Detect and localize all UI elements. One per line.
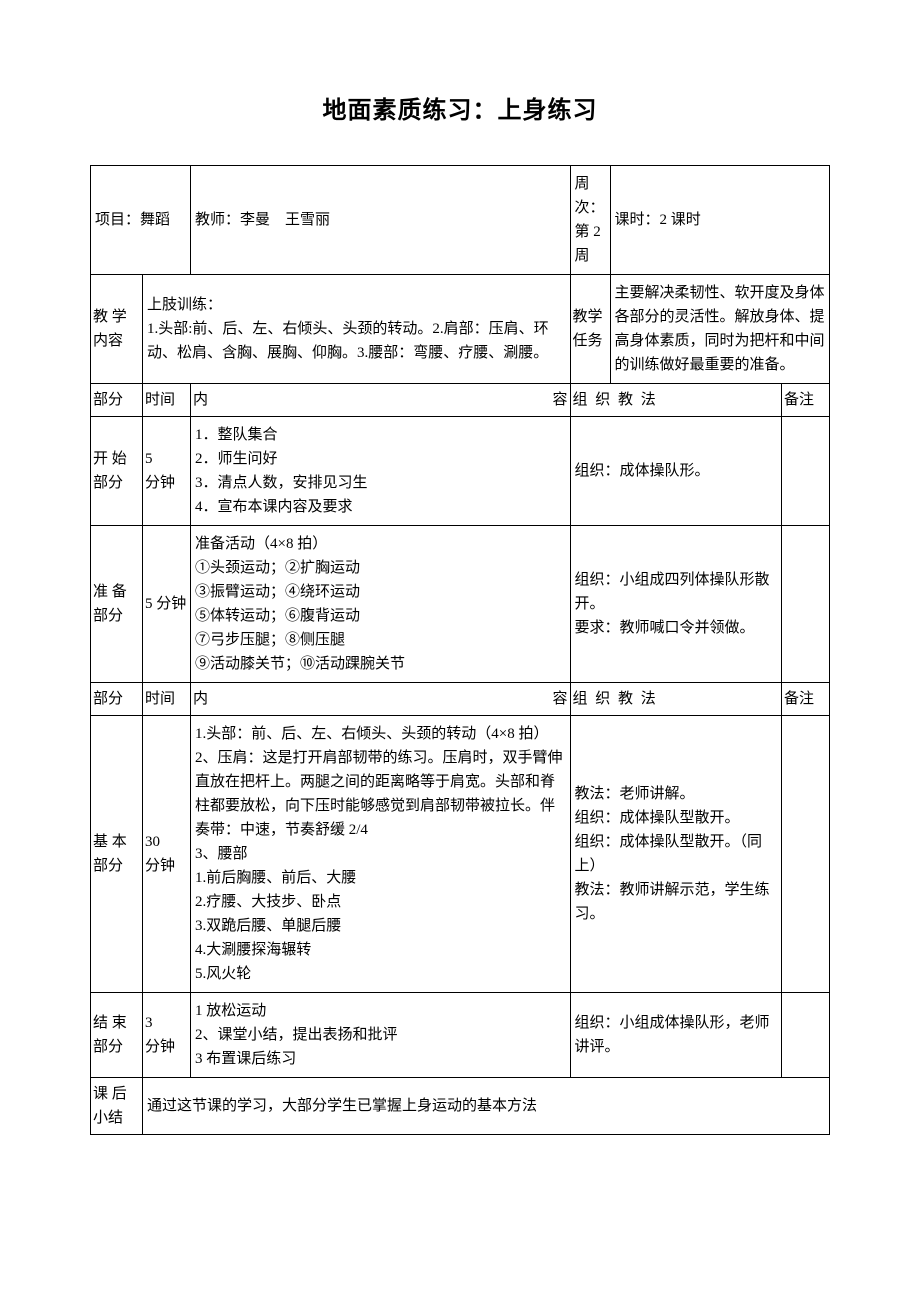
row-prepare-note — [782, 526, 830, 683]
col-content: 内 容 — [191, 384, 571, 417]
col-method-2: 组 织 教 法 — [570, 683, 781, 716]
row-end-method: 组织：小组成体操队形，老师讲评。 — [570, 993, 781, 1078]
week-cell: 周次：第 2 周 — [570, 166, 610, 275]
row-basic-content: 1.头部：前、后、左、右倾头、头颈的转动（4×8 拍） 2、压肩：这是打开肩部韧… — [191, 716, 571, 993]
col-section-2: 部分 — [91, 683, 143, 716]
row-end-content: 1 放松运动 2、课堂小结，提出表扬和批评 3 布置课后练习 — [191, 993, 571, 1078]
row-basic-method: 教法：老师讲解。 组织：成体操队型散开。 组织：成体操队型散开。（同上） 教法：… — [570, 716, 781, 993]
teacher-cell: 教师：李曼 王雪丽 — [191, 166, 571, 275]
lesson-plan-table: 项目：舞蹈 教师：李曼 王雪丽 周次：第 2 周 课时：2 课时 教 学内容 上… — [90, 165, 830, 1135]
summary-text: 通过这节课的学习，大部分学生已掌握上身运动的基本方法 — [143, 1078, 830, 1135]
col-method: 组 织 教 法 — [570, 384, 781, 417]
row-prepare-content: 准备活动（4×8 拍） ①头颈运动；②扩胸运动 ③振臂运动；④绕环运动 ⑤体转运… — [191, 526, 571, 683]
row-start-time: 5 分钟 — [143, 417, 191, 526]
row-start-note — [782, 417, 830, 526]
row-summary: 课 后小结 通过这节课的学习，大部分学生已掌握上身运动的基本方法 — [91, 1078, 830, 1135]
row-prepare-time: 5 分钟 — [143, 526, 191, 683]
row-end-section: 结 束部分 — [91, 993, 143, 1078]
col-note-2: 备注 — [782, 683, 830, 716]
row-start-content: 1．整队集合 2．师生问好 3．清点人数，安排见习生 4．宣布本课内容及要求 — [191, 417, 571, 526]
page-title: 地面素质练习：上身练习 — [90, 90, 830, 125]
row-start-section: 开 始部分 — [91, 417, 143, 526]
row-basic-note — [782, 716, 830, 993]
teach-task-text: 主要解决柔韧性、软开度及身体各部分的灵活性。解放身体、提高身体素质，同时为把杆和… — [610, 275, 829, 384]
project-cell: 项目：舞蹈 — [91, 166, 191, 275]
col-section: 部分 — [91, 384, 143, 417]
hours-cell: 课时：2 课时 — [610, 166, 829, 275]
row-prepare-method: 组织：小组成四列体操队形散开。 要求：教师喊口令并领做。 — [570, 526, 781, 683]
row-end-time: 3 分钟 — [143, 993, 191, 1078]
row-end: 结 束部分 3 分钟 1 放松运动 2、课堂小结，提出表扬和批评 3 布置课后练… — [91, 993, 830, 1078]
row-start-method: 组织：成体操队形。 — [570, 417, 781, 526]
col-time-2: 时间 — [143, 683, 191, 716]
row-end-note — [782, 993, 830, 1078]
row-start: 开 始部分 5 分钟 1．整队集合 2．师生问好 3．清点人数，安排见习生 4．… — [91, 417, 830, 526]
col-time: 时间 — [143, 384, 191, 417]
teach-task-label: 教学任务 — [570, 275, 610, 384]
col-note: 备注 — [782, 384, 830, 417]
col-content-2: 内 容 — [191, 683, 571, 716]
header-info-row: 项目：舞蹈 教师：李曼 王雪丽 周次：第 2 周 课时：2 课时 — [91, 166, 830, 275]
row-basic-section: 基 本部分 — [91, 716, 143, 993]
columns-header-2: 部分 时间 内 容 组 织 教 法 备注 — [91, 683, 830, 716]
row-basic-time: 30 分钟 — [143, 716, 191, 993]
teach-content-text: 上肢训练： 1.头部:前、后、左、右倾头、头颈的转动。2.肩部：压肩、环动、松肩… — [143, 275, 571, 384]
columns-header-1: 部分 时间 内 容 组 织 教 法 备注 — [91, 384, 830, 417]
row-prepare-section: 准 备部分 — [91, 526, 143, 683]
teach-content-label: 教 学内容 — [91, 275, 143, 384]
row-basic: 基 本部分 30 分钟 1.头部：前、后、左、右倾头、头颈的转动（4×8 拍） … — [91, 716, 830, 993]
teach-row: 教 学内容 上肢训练： 1.头部:前、后、左、右倾头、头颈的转动。2.肩部：压肩… — [91, 275, 830, 384]
row-prepare: 准 备部分 5 分钟 准备活动（4×8 拍） ①头颈运动；②扩胸运动 ③振臂运动… — [91, 526, 830, 683]
summary-label: 课 后小结 — [91, 1078, 143, 1135]
